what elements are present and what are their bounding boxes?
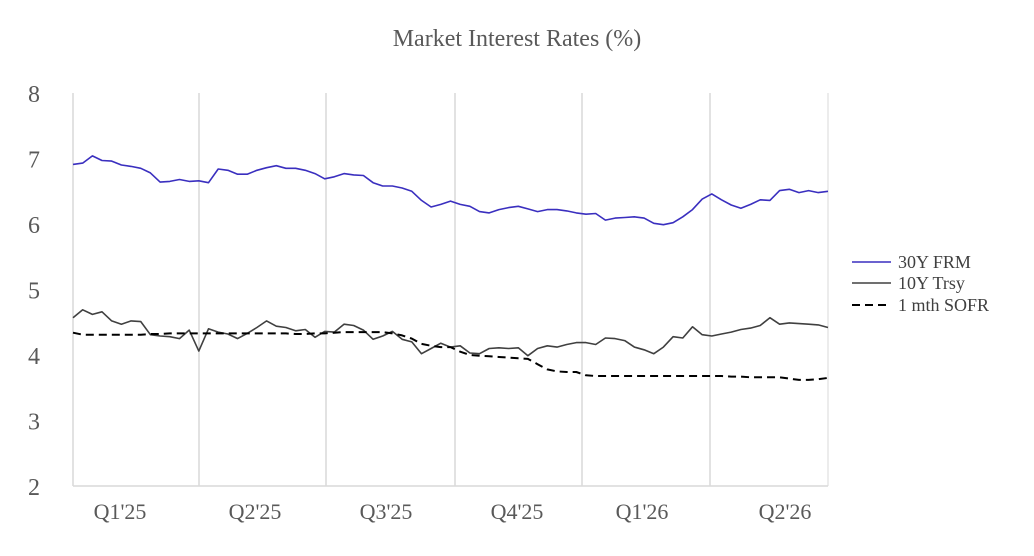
legend-label-1-mth-sofr: 1 mth SOFR [898, 295, 989, 315]
grid-lines [72, 93, 829, 486]
legend-label-10y-trsy: 10Y Trsy [898, 273, 965, 293]
x-tick-label: Q2'25 [229, 499, 282, 524]
axes: 2 3 4 5 6 7 8 Q1'25 Q2'25 Q3'25 Q4'25 Q1'26 Q2'26 [28, 82, 828, 524]
series-line-10y-trsy [72, 308, 829, 357]
y-tick-label: 3 [28, 410, 40, 436]
y-tick-label: 6 [28, 213, 40, 239]
x-tick-label: Q1'26 [616, 499, 669, 524]
series-line-30y-frm [72, 155, 829, 226]
chart-title: Market Interest Rates (%) [392, 26, 642, 52]
y-tick-label: 2 [28, 475, 40, 501]
series-lines [72, 155, 829, 381]
x-tick-label: Q1'25 [94, 499, 147, 524]
x-tick-label: Q4'25 [491, 499, 544, 524]
y-tick-label: 7 [28, 148, 40, 174]
y-tick-label: 8 [28, 82, 40, 108]
y-tick-label: 4 [28, 344, 40, 370]
series-line-1-mth-sofr [72, 331, 829, 381]
x-tick-label: Q2'26 [759, 499, 812, 524]
y-tick-label: 5 [28, 279, 40, 305]
legend-label-30y-frm: 30Y FRM [898, 252, 971, 272]
x-tick-label: Q3'25 [360, 499, 413, 524]
